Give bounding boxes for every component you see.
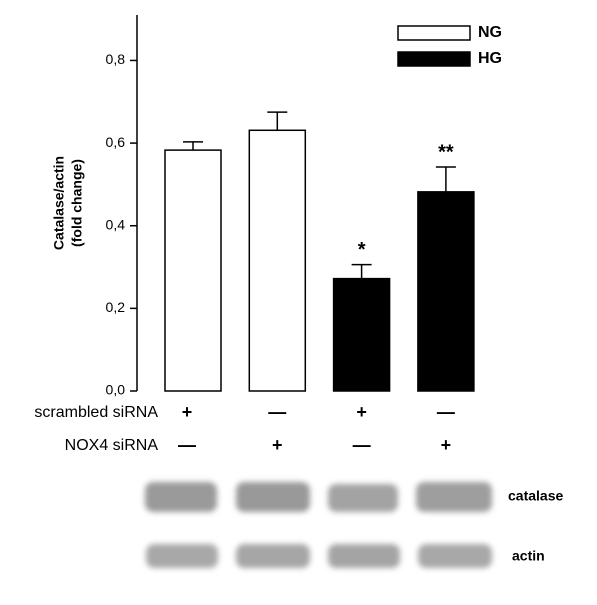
annotation: * [358, 239, 366, 261]
condition-sign: — [353, 435, 371, 455]
condition-sign: + [182, 402, 193, 422]
condition-label: scrambled siRNA [34, 404, 158, 421]
y-tick-label: 0,4 [106, 216, 126, 232]
blot [145, 482, 492, 568]
condition-sign: + [272, 435, 283, 455]
y-tick-label: 0,8 [106, 51, 126, 67]
bar [417, 191, 475, 392]
error-bar [183, 141, 203, 151]
bar [332, 277, 391, 392]
condition-sign: — [268, 402, 286, 422]
bar [248, 129, 307, 392]
legend-label: HG [478, 50, 502, 67]
condition-label: NOX4 siRNA [65, 437, 159, 454]
y-tick-label: 0,6 [106, 134, 126, 150]
bar [164, 149, 222, 392]
y-tick-label: 0,2 [106, 299, 126, 315]
condition-sign: + [356, 402, 367, 422]
blot-label: catalase [508, 488, 563, 504]
error-bar [267, 111, 288, 131]
condition-sign: + [441, 435, 452, 455]
legend-swatch [397, 51, 471, 67]
condition-sign: — [437, 402, 455, 422]
blot-label: actin [512, 548, 545, 564]
annotation: ** [438, 141, 454, 163]
y-axis-label: (fold change) [69, 159, 85, 247]
y-axis-label: Catalase/actin [51, 156, 67, 250]
condition-sign: — [178, 435, 196, 455]
error-bar [435, 166, 456, 192]
error-bar [351, 263, 372, 279]
legend-swatch [397, 25, 471, 41]
y-tick-label: 0,0 [106, 382, 126, 398]
legend-label: NG [478, 24, 502, 41]
